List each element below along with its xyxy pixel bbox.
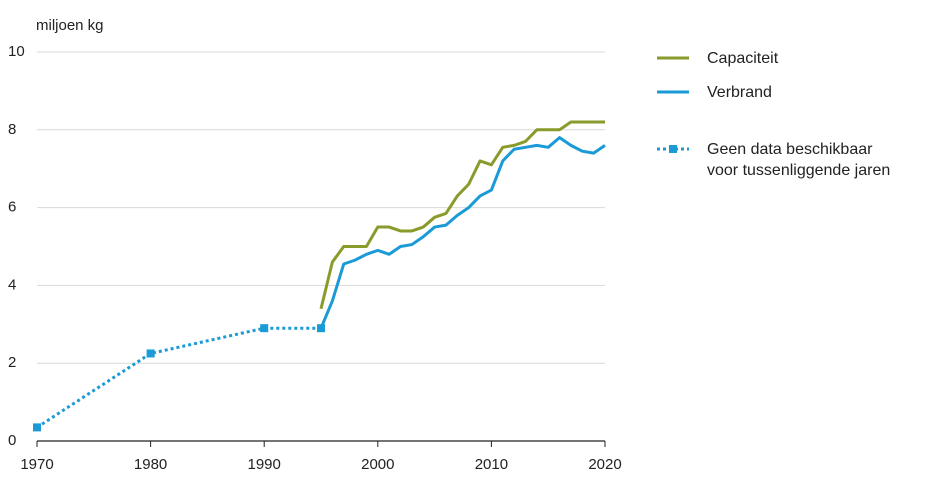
legend-label: Geen data beschikbaar voor tussenliggend…: [707, 141, 891, 179]
x-tick-label: 1990: [248, 456, 281, 473]
point-marker: [33, 423, 41, 432]
chart: miljoen kg 0 2 4 6 8 10 1970 1980 1990 2000 2010 20…: [8, 17, 622, 473]
legend-marker: [669, 145, 677, 153]
x-tick-label: 2020: [588, 456, 621, 473]
x-tick-label: 1980: [134, 456, 167, 473]
y-tick-label: 6: [8, 199, 16, 216]
y-tick-label: 2: [8, 354, 16, 371]
series-line: [319, 120, 605, 310]
x-tick-label: 2000: [361, 456, 394, 473]
point-marker: [260, 324, 269, 333]
legend-swatch: [657, 145, 689, 153]
x-tick-label: 1970: [20, 456, 53, 473]
y-tick-label: 0: [8, 432, 16, 449]
legend: Capaciteit Verbrand Geen data beschikbaar …: [655, 48, 895, 194]
legend-item: Capaciteit: [655, 48, 895, 69]
series-line: [319, 136, 606, 329]
legend-swatch: [657, 56, 689, 60]
x-tick-label: 2010: [475, 456, 508, 473]
y-tick-label: 10: [8, 43, 25, 60]
legend-item: Verbrand: [655, 82, 895, 103]
point-marker: [317, 324, 325, 333]
legend-swatch: [657, 90, 689, 94]
series-line: [36, 326, 321, 429]
legend-label: Verbrand: [707, 84, 772, 101]
y-tick-label: 8: [8, 121, 16, 138]
legend-item: Geen data beschikbaar voor tussenliggend…: [655, 139, 895, 181]
legend-label: Capaciteit: [707, 50, 779, 67]
y-axis-label: miljoen kg: [36, 17, 104, 34]
point-marker: [146, 349, 155, 358]
y-tick-label: 4: [8, 276, 16, 293]
